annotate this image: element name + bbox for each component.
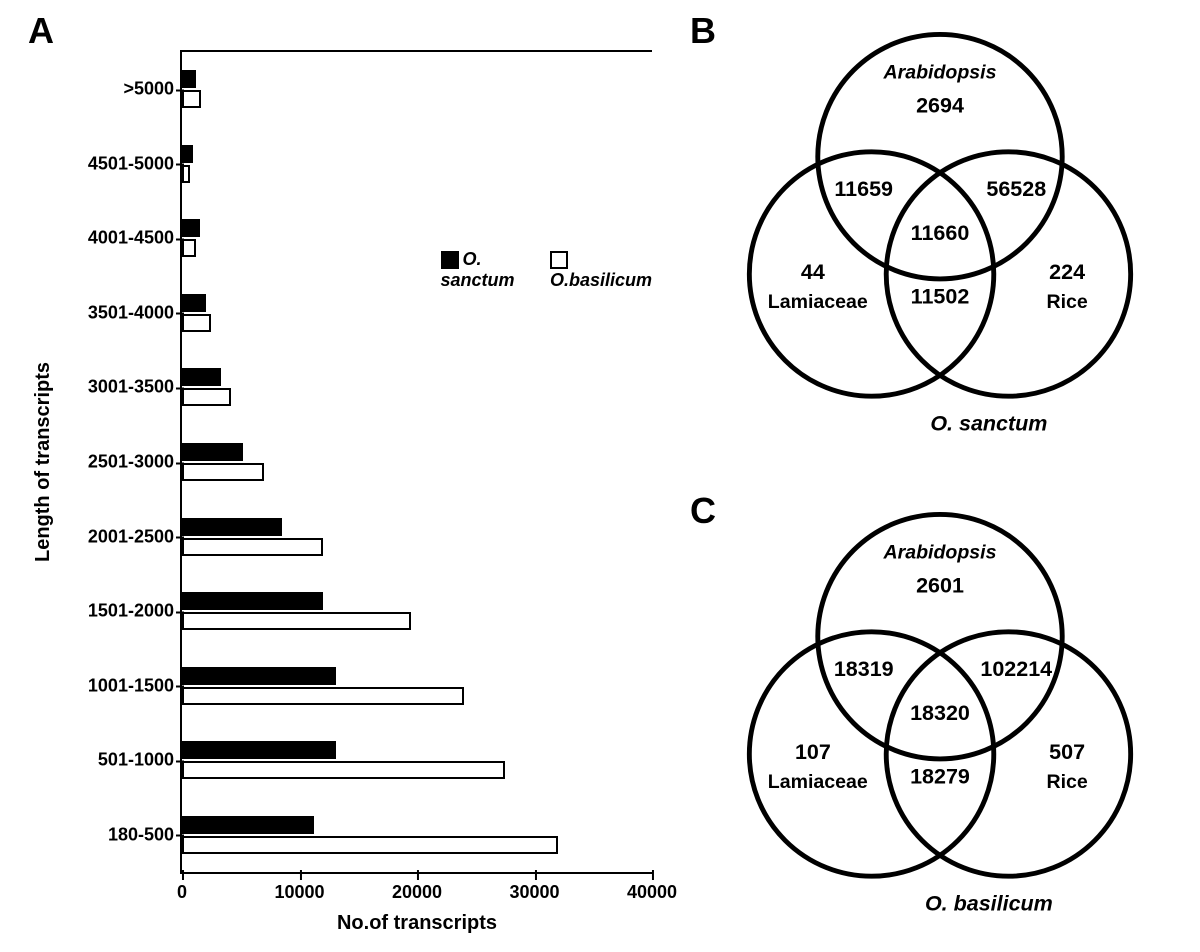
venn-b-label-rice: Rice <box>1046 291 1087 313</box>
legend-swatch-black <box>441 251 459 269</box>
legend-item-sanctum: O. sanctum <box>441 249 536 291</box>
venn-c-svg: Arabidopsis 2601 18319 102214 18320 107 … <box>690 490 1190 930</box>
x-tick: 30000 <box>509 872 559 903</box>
bar-basilicum <box>182 836 558 854</box>
x-tick: 40000 <box>627 872 677 903</box>
venn-c-label-arabidopsis: Arabidopsis <box>883 541 997 563</box>
bar-basilicum <box>182 314 211 332</box>
bar-basilicum <box>182 165 190 183</box>
bar-sanctum <box>182 294 206 312</box>
venn-c-val-al: 18319 <box>834 657 894 681</box>
bar-basilicum <box>182 90 201 108</box>
bar-chart-area: Length of transcripts No.of transcripts … <box>180 50 652 874</box>
venn-b-label-arabidopsis: Arabidopsis <box>883 61 997 83</box>
venn-b-caption: O. sanctum <box>930 411 1047 435</box>
legend-label-basilicum: O.basilicum <box>550 270 652 290</box>
y-tick: 4001-4500 <box>88 228 182 249</box>
venn-c-label-rice: Rice <box>1046 771 1087 793</box>
bar-sanctum <box>182 518 282 536</box>
venn-b-svg: Arabidopsis 2694 11659 56528 11660 44 22… <box>690 10 1190 450</box>
venn-c-val-l: 107 <box>795 740 831 764</box>
panel-a-label: A <box>28 10 54 52</box>
bar-sanctum <box>182 443 243 461</box>
y-tick: 4501-5000 <box>88 153 182 174</box>
bar-basilicum <box>182 538 323 556</box>
bar-sanctum <box>182 70 196 88</box>
bar-sanctum <box>182 741 336 759</box>
y-tick: 1501-2000 <box>88 601 182 622</box>
venn-c-val-a: 2601 <box>916 574 964 598</box>
y-tick: 180-500 <box>108 824 182 845</box>
panel-b: B Arabidopsis 2694 11659 56528 11660 44 … <box>690 10 1190 450</box>
bar-sanctum <box>182 592 323 610</box>
venn-b-val-al: 11659 <box>834 177 893 201</box>
figure: A Length of transcripts No.of transcript… <box>0 0 1200 952</box>
bar-basilicum <box>182 761 505 779</box>
legend-item-basilicum: O.basilicum <box>550 249 652 291</box>
venn-b-val-ar: 56528 <box>986 177 1046 201</box>
venn-b-val-lr: 11502 <box>911 284 970 308</box>
x-tick: 10000 <box>274 872 324 903</box>
panel-b-label: B <box>690 10 716 52</box>
bar-sanctum <box>182 145 193 163</box>
venn-c-caption: O. basilicum <box>925 891 1053 915</box>
y-tick: 501-1000 <box>98 750 182 771</box>
venn-b-label-lamiaceae: Lamiaceae <box>768 291 868 313</box>
panel-c-label: C <box>690 490 716 532</box>
panel-c: C Arabidopsis 2601 18319 102214 18320 10… <box>690 490 1190 930</box>
bar-basilicum <box>182 612 411 630</box>
x-axis-title: No.of transcripts <box>337 912 497 935</box>
bar-basilicum <box>182 463 264 481</box>
y-tick: >5000 <box>123 79 182 100</box>
venn-b-val-a: 2694 <box>916 94 964 118</box>
y-tick: 3001-3500 <box>88 377 182 398</box>
bar-basilicum <box>182 687 464 705</box>
bar-sanctum <box>182 219 200 237</box>
bar-basilicum <box>182 239 196 257</box>
venn-b-val-r: 224 <box>1049 260 1085 284</box>
venn-b-val-alr: 11660 <box>911 221 970 245</box>
venn-b-val-l: 44 <box>801 260 825 284</box>
y-axis-title: Length of transcripts <box>32 362 55 562</box>
bar-sanctum <box>182 816 314 834</box>
y-tick: 2501-3000 <box>88 452 182 473</box>
venn-c-val-lr: 18279 <box>910 764 970 788</box>
y-tick: 3501-4000 <box>88 302 182 323</box>
bar-sanctum <box>182 368 221 386</box>
bar-basilicum <box>182 388 231 406</box>
venn-c-val-ar: 102214 <box>980 657 1052 681</box>
y-tick: 2001-2500 <box>88 526 182 547</box>
panel-a: A Length of transcripts No.of transcript… <box>20 10 660 940</box>
legend-swatch-white <box>550 251 568 269</box>
legend: O. sanctum O.basilicum <box>441 249 653 291</box>
venn-c-label-lamiaceae: Lamiaceae <box>768 771 868 793</box>
x-tick: 0 <box>177 872 187 903</box>
venn-c-val-alr: 18320 <box>910 701 970 725</box>
x-tick: 20000 <box>392 872 442 903</box>
bar-sanctum <box>182 667 336 685</box>
y-tick: 1001-1500 <box>88 675 182 696</box>
venn-c-val-r: 507 <box>1049 740 1085 764</box>
